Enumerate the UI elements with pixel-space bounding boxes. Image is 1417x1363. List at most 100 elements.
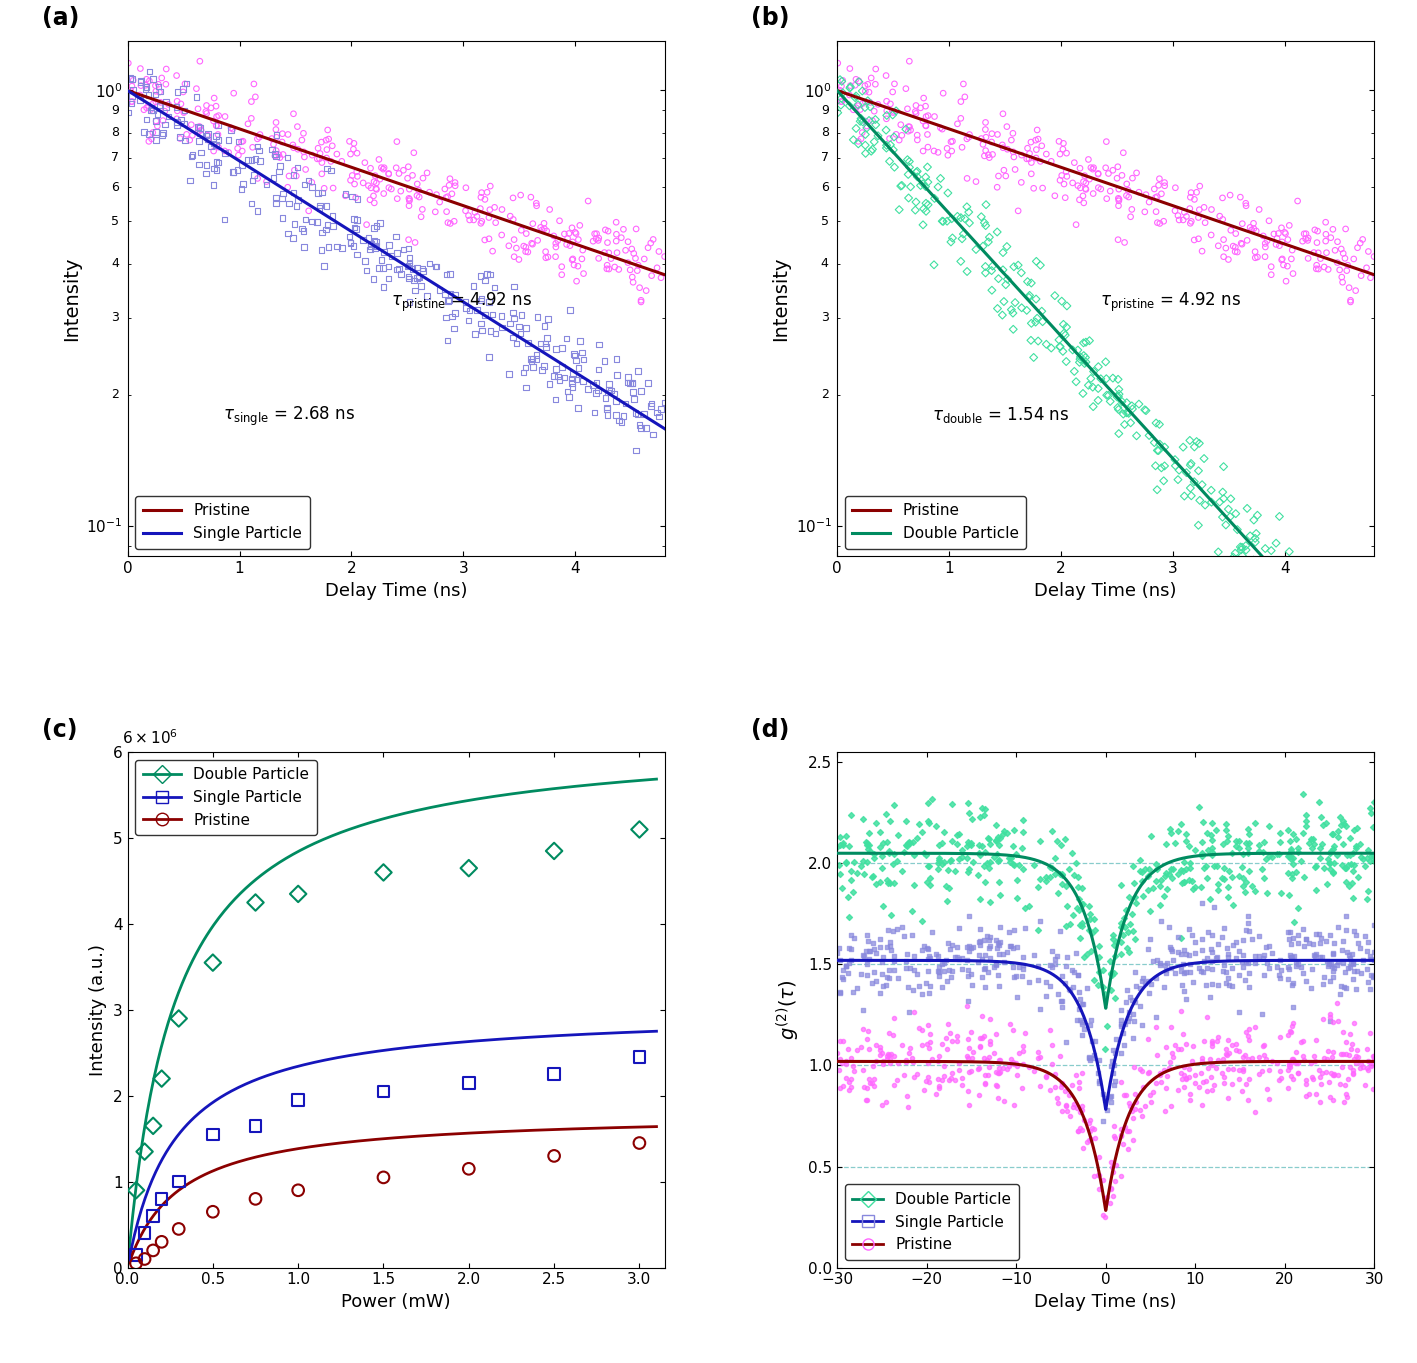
Point bbox=[1331, 271, 1353, 293]
Point bbox=[1207, 1050, 1230, 1071]
Point bbox=[587, 380, 609, 402]
Point bbox=[1212, 960, 1234, 981]
Point bbox=[973, 930, 996, 951]
Point bbox=[937, 144, 959, 166]
Point bbox=[1192, 928, 1214, 950]
Point bbox=[265, 140, 288, 162]
Point bbox=[646, 402, 669, 424]
Point bbox=[1335, 260, 1357, 282]
Point bbox=[1231, 537, 1254, 559]
Point bbox=[1027, 1048, 1050, 1070]
Point bbox=[1216, 825, 1238, 846]
Point bbox=[1163, 177, 1186, 199]
Point bbox=[264, 143, 286, 165]
Point bbox=[982, 1043, 1005, 1065]
Point bbox=[398, 255, 421, 277]
Point bbox=[166, 64, 188, 86]
Point bbox=[1022, 346, 1044, 368]
Point bbox=[628, 1047, 650, 1069]
Point bbox=[154, 95, 177, 117]
Point bbox=[1118, 1007, 1141, 1029]
Point bbox=[1357, 1050, 1380, 1071]
Point bbox=[1318, 859, 1340, 880]
Point bbox=[938, 878, 961, 900]
Point bbox=[1078, 908, 1101, 930]
Point bbox=[616, 252, 639, 274]
Point bbox=[1010, 837, 1033, 859]
Point bbox=[196, 124, 218, 146]
Point bbox=[931, 119, 954, 140]
Point bbox=[530, 217, 553, 239]
Point bbox=[264, 144, 286, 166]
Point bbox=[1319, 841, 1342, 863]
Point bbox=[1281, 823, 1304, 845]
Point bbox=[458, 1071, 480, 1093]
Point bbox=[1029, 1047, 1051, 1069]
Point bbox=[563, 343, 585, 365]
Point bbox=[1243, 218, 1265, 240]
Point bbox=[1104, 1070, 1127, 1092]
Point bbox=[1034, 334, 1057, 356]
Point bbox=[1073, 353, 1095, 375]
Point bbox=[1136, 969, 1159, 991]
Point bbox=[1087, 390, 1110, 412]
Point bbox=[205, 114, 228, 136]
Point bbox=[1185, 181, 1207, 203]
Point bbox=[1024, 147, 1047, 169]
Point bbox=[1224, 1033, 1247, 1055]
Point bbox=[1083, 1118, 1105, 1139]
Point bbox=[1100, 180, 1122, 202]
Point bbox=[845, 97, 867, 119]
Point bbox=[986, 1086, 1009, 1108]
Point bbox=[1231, 1045, 1254, 1067]
Point bbox=[1248, 925, 1271, 947]
Point bbox=[1006, 870, 1029, 891]
Point bbox=[1224, 947, 1247, 969]
Point bbox=[887, 966, 910, 988]
Point bbox=[1002, 853, 1024, 875]
Point bbox=[145, 121, 167, 143]
Point bbox=[1020, 330, 1043, 352]
Point bbox=[1180, 870, 1203, 891]
Point bbox=[1122, 855, 1145, 876]
Point bbox=[1132, 968, 1155, 990]
Point bbox=[1087, 946, 1110, 968]
Point bbox=[1148, 875, 1170, 897]
Point bbox=[1236, 497, 1258, 519]
Point bbox=[142, 68, 164, 90]
Point bbox=[1342, 887, 1365, 909]
Point bbox=[1335, 218, 1357, 240]
Point bbox=[1349, 846, 1372, 868]
Point bbox=[585, 382, 608, 403]
Point bbox=[837, 1079, 860, 1101]
Point bbox=[1078, 904, 1101, 925]
Point bbox=[196, 102, 218, 124]
Point bbox=[1339, 827, 1362, 849]
Point bbox=[881, 920, 904, 942]
Point bbox=[1328, 806, 1350, 827]
Point bbox=[925, 1084, 948, 1105]
Point bbox=[1278, 1054, 1301, 1075]
Point bbox=[1363, 245, 1386, 267]
Point bbox=[1124, 1084, 1146, 1105]
Point bbox=[1281, 1069, 1304, 1090]
Point bbox=[849, 110, 871, 132]
Point bbox=[1237, 1029, 1260, 1051]
Point bbox=[835, 1054, 857, 1075]
Point bbox=[850, 128, 873, 150]
Point bbox=[1159, 1051, 1182, 1073]
Point bbox=[835, 1050, 857, 1071]
Point bbox=[1054, 1094, 1077, 1116]
Point bbox=[595, 255, 618, 277]
Point bbox=[553, 224, 575, 245]
Point bbox=[849, 98, 871, 120]
Point bbox=[137, 61, 160, 83]
Point bbox=[1321, 823, 1343, 845]
Point bbox=[1332, 811, 1355, 833]
Point bbox=[1110, 1126, 1132, 1148]
Point bbox=[1179, 1084, 1202, 1105]
Point bbox=[1136, 866, 1159, 887]
Text: 9: 9 bbox=[112, 104, 119, 117]
Point bbox=[368, 213, 391, 234]
Point bbox=[1277, 845, 1299, 867]
